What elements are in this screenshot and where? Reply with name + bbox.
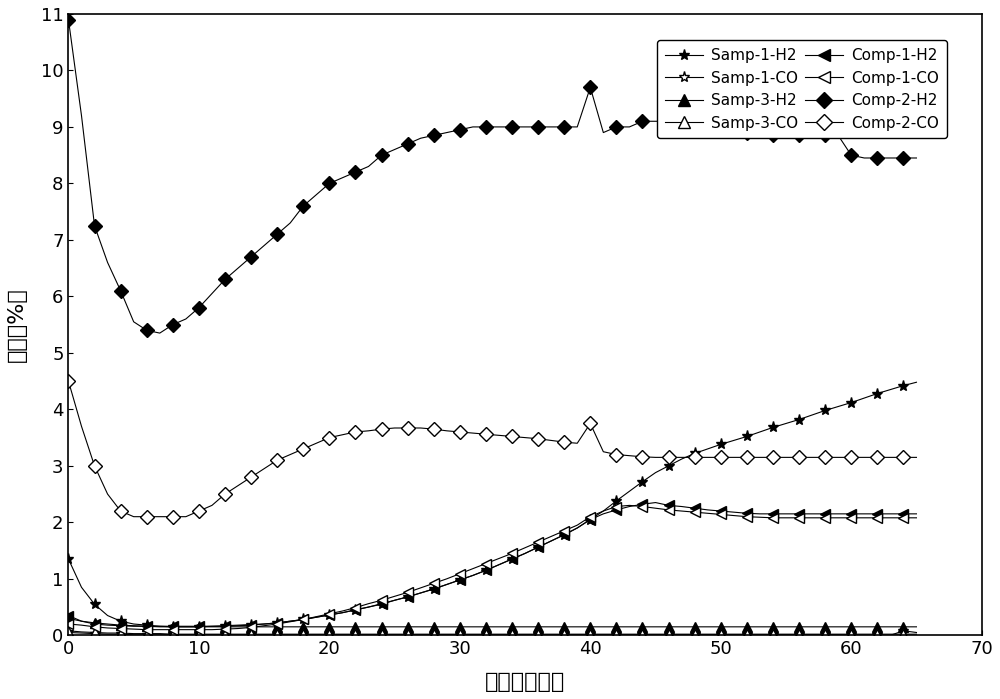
Comp-1-CO (128, 625, 140, 633)
Comp-1-CO (441, 575, 453, 583)
Y-axis label: 含量（%）: 含量（%） (7, 287, 27, 362)
Samp-1-CO (271, 630, 283, 639)
Comp-2-H2 (128, 317, 140, 326)
Comp-1-H2 (128, 622, 140, 630)
Samp-3-H2 (858, 623, 870, 631)
Comp-1-CO (284, 617, 296, 626)
Comp-1-H2 (284, 617, 296, 626)
Comp-2-CO (858, 453, 870, 461)
Samp-3-H2 (910, 623, 922, 631)
Samp-3-CO (858, 630, 870, 638)
Line: Samp-3-H2: Samp-3-H2 (64, 614, 921, 632)
Samp-3-H2 (741, 623, 753, 631)
Line: Comp-1-H2: Comp-1-H2 (64, 498, 921, 631)
Comp-1-H2 (910, 510, 922, 518)
Samp-3-CO (128, 629, 140, 637)
Samp-1-CO (728, 630, 740, 639)
Samp-3-H2 (128, 621, 140, 630)
Comp-1-CO (62, 620, 74, 628)
Line: Comp-2-H2: Comp-2-H2 (64, 15, 921, 338)
Samp-1-CO (441, 630, 453, 639)
Samp-1-H2 (910, 378, 922, 387)
Comp-2-H2 (741, 129, 753, 137)
Samp-1-CO (323, 630, 335, 639)
Line: Comp-1-CO: Comp-1-CO (64, 500, 921, 635)
Comp-1-H2 (650, 498, 662, 507)
Samp-1-CO (62, 628, 74, 637)
Comp-1-H2 (441, 580, 453, 589)
Comp-1-CO (623, 501, 635, 510)
Comp-2-CO (284, 450, 296, 459)
Comp-1-CO (141, 626, 153, 634)
Comp-2-CO (62, 377, 74, 385)
Samp-1-CO (128, 630, 140, 639)
Legend: Samp-1-H2, Samp-1-CO, Samp-3-H2, Samp-3-CO, Comp-1-H2, Comp-1-CO, Comp-2-H2, Com: Samp-1-H2, Samp-1-CO, Samp-3-H2, Samp-3-… (657, 41, 947, 138)
Samp-3-H2 (154, 623, 166, 631)
Samp-1-CO (897, 626, 909, 635)
Comp-2-H2 (441, 129, 453, 137)
Comp-2-H2 (858, 154, 870, 162)
X-axis label: 时间（小时）: 时间（小时） (485, 672, 565, 692)
Comp-2-CO (128, 512, 140, 521)
Samp-3-H2 (336, 623, 348, 631)
Line: Comp-2-CO: Comp-2-CO (64, 376, 921, 521)
Samp-3-CO (336, 630, 348, 638)
Samp-3-CO (62, 626, 74, 635)
Comp-1-H2 (454, 576, 466, 584)
Samp-3-CO (284, 630, 296, 638)
Comp-1-CO (910, 514, 922, 522)
Samp-1-H2 (441, 580, 453, 589)
Comp-2-CO (910, 453, 922, 461)
Samp-1-H2 (284, 617, 296, 626)
Comp-1-CO (754, 513, 766, 521)
Comp-2-H2 (336, 173, 348, 182)
Comp-1-H2 (336, 609, 348, 617)
Samp-1-H2 (167, 623, 179, 631)
Line: Samp-1-CO: Samp-1-CO (63, 625, 922, 641)
Samp-3-H2 (62, 614, 74, 623)
Comp-1-CO (454, 570, 466, 578)
Samp-1-H2 (62, 555, 74, 563)
Samp-1-CO (845, 631, 857, 640)
Samp-1-H2 (336, 609, 348, 617)
Line: Samp-3-CO: Samp-3-CO (64, 626, 921, 639)
Samp-1-H2 (741, 432, 753, 440)
Comp-2-H2 (62, 15, 74, 24)
Comp-2-H2 (910, 154, 922, 162)
Comp-2-CO (141, 512, 153, 521)
Comp-2-H2 (284, 219, 296, 227)
Samp-1-CO (428, 630, 440, 639)
Samp-1-H2 (128, 620, 140, 628)
Comp-2-H2 (154, 329, 166, 338)
Samp-3-CO (910, 630, 922, 638)
Line: Samp-1-H2: Samp-1-H2 (63, 377, 922, 633)
Samp-3-H2 (441, 623, 453, 631)
Comp-1-H2 (141, 622, 153, 630)
Comp-2-CO (441, 426, 453, 435)
Comp-2-CO (741, 453, 753, 461)
Comp-1-H2 (62, 612, 74, 620)
Samp-3-CO (441, 630, 453, 638)
Samp-3-H2 (284, 623, 296, 631)
Samp-1-H2 (858, 394, 870, 402)
Samp-3-CO (741, 630, 753, 638)
Samp-1-CO (910, 628, 922, 637)
Comp-2-CO (336, 431, 348, 439)
Samp-3-CO (167, 630, 179, 638)
Comp-1-H2 (754, 510, 766, 518)
Comp-1-CO (336, 607, 348, 615)
